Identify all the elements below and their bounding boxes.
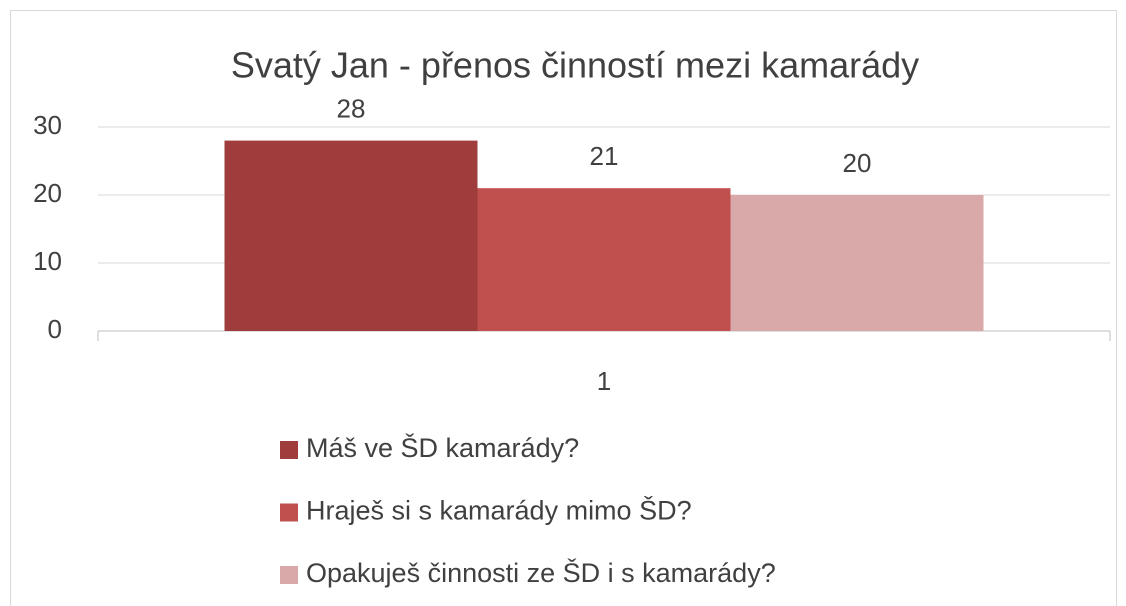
legend-swatch	[280, 503, 298, 522]
y-tick-label: 0	[48, 314, 62, 344]
legend-label: Máš ve ŠD kamarády?	[306, 432, 579, 463]
data-label: 28	[337, 93, 366, 123]
data-label: 21	[590, 141, 619, 171]
y-tick-label: 30	[33, 110, 62, 140]
bar	[730, 195, 984, 331]
legend-label: Hraješ si s kamarády mimo ŠD?	[306, 495, 692, 526]
bar	[477, 188, 731, 331]
legend-swatch	[280, 441, 298, 459]
legend-swatch	[280, 566, 298, 584]
data-label: 20	[843, 148, 872, 178]
y-tick-label: 20	[33, 178, 62, 208]
legend-label: Opakuješ činnosti ze ŠD i s kamarády?	[306, 557, 776, 588]
x-tick-label: 1	[597, 366, 611, 396]
bar	[224, 140, 478, 331]
chart-title: Svatý Jan - přenos činností mezi kamarád…	[231, 45, 919, 86]
y-tick-label: 10	[33, 246, 62, 276]
